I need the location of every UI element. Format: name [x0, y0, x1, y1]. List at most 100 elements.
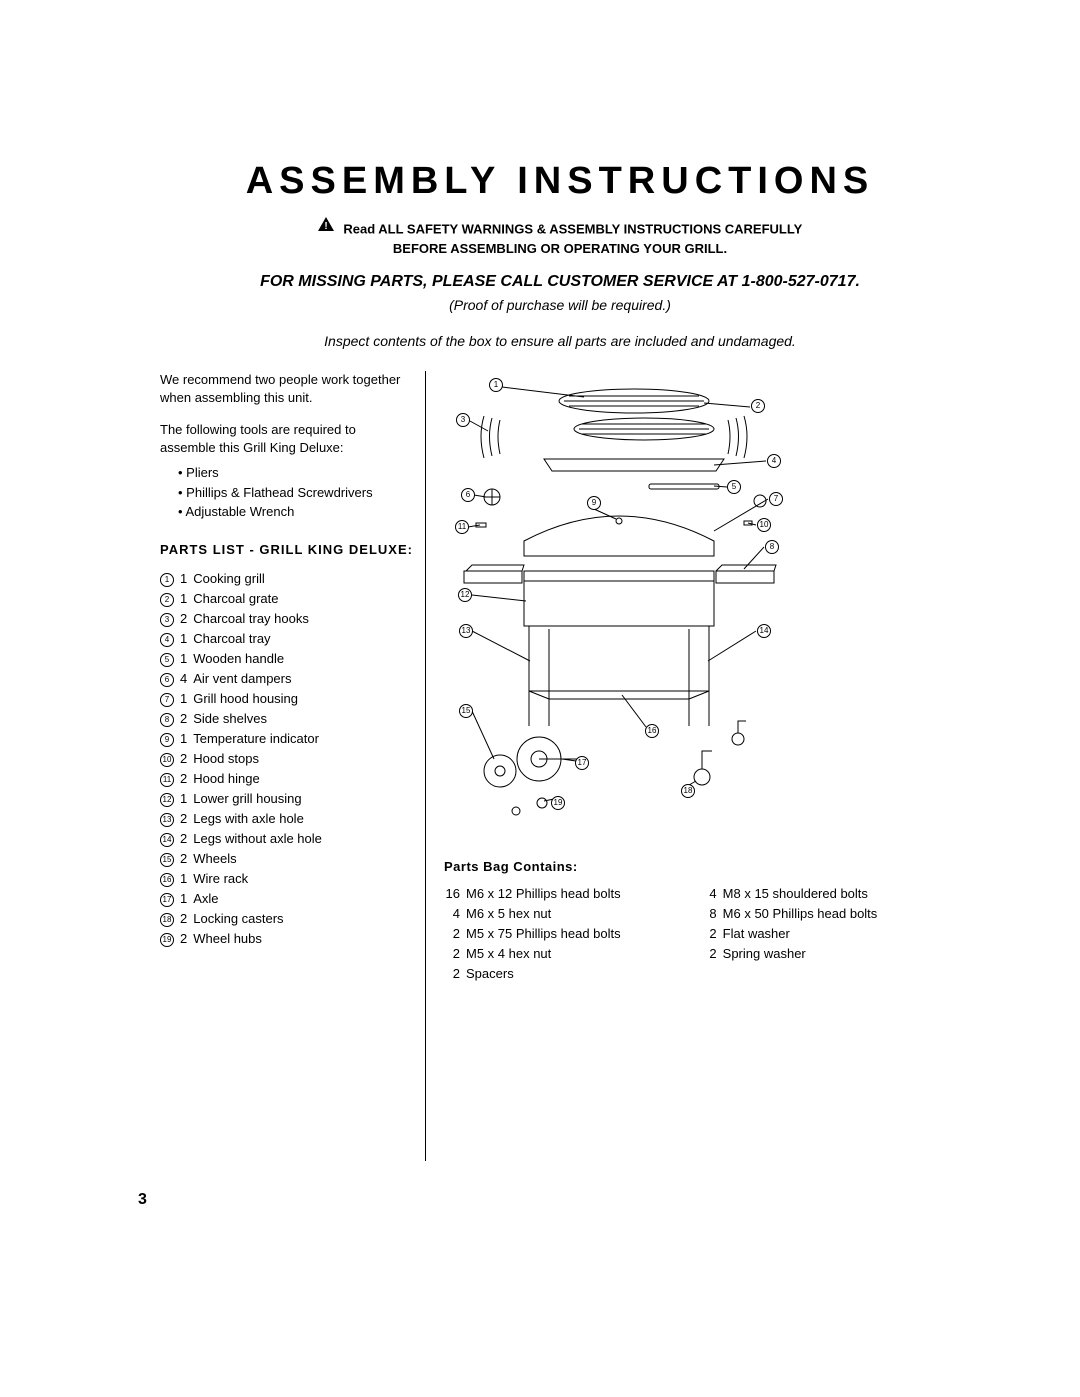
part-name: Grill hood housing [193, 689, 328, 709]
part-qty: 1 [180, 569, 193, 589]
parts-row: 112Hood hinge [160, 769, 328, 789]
left-column: We recommend two people work together wh… [160, 371, 425, 949]
bag-row: 4M8 x 15 shouldered bolts [701, 884, 878, 904]
parts-row: 15 2Wheels [160, 849, 328, 869]
part-number-badge: 6 [160, 673, 174, 687]
part-name: Legs with axle hole [193, 809, 328, 829]
part-qty: 2 [180, 849, 193, 869]
bag-row: 2Spring washer [701, 944, 878, 964]
diagram-callout: 18 [681, 784, 695, 798]
bag-qty: 2 [444, 944, 466, 964]
bag-row: 2Spacers [444, 964, 621, 984]
part-name: Air vent dampers [193, 669, 328, 689]
part-number-badge: 5 [160, 653, 174, 667]
part-name: Charcoal grate [193, 589, 328, 609]
bag-qty: 16 [444, 884, 466, 904]
parts-row: 32Charcoal tray hooks [160, 609, 328, 629]
svg-text:!: ! [324, 221, 327, 231]
part-number-badge: 8 [160, 713, 174, 727]
diagram-callout: 14 [757, 624, 771, 638]
parts-row: 64Air vent dampers [160, 669, 328, 689]
part-number-badge: 2 [160, 593, 174, 607]
part-name: Charcoal tray hooks [193, 609, 328, 629]
parts-row: 192Wheel hubs [160, 929, 328, 949]
part-qty: 2 [180, 749, 193, 769]
diagram-callout: 4 [767, 454, 781, 468]
diagram-callout: 16 [645, 724, 659, 738]
part-name: Hood hinge [193, 769, 328, 789]
parts-bag-section: Parts Bag Contains: 16M6 x 12 Phillips h… [444, 859, 960, 985]
part-name: Wooden handle [193, 649, 328, 669]
part-number-badge: 17 [160, 893, 174, 907]
warning-line-1: Read ALL SAFETY WARNINGS & ASSEMBLY INST… [343, 222, 802, 237]
missing-parts-notice: FOR MISSING PARTS, PLEASE CALL CUSTOMER … [160, 273, 960, 291]
proof-notice: (Proof of purchase will be required.) [160, 297, 960, 313]
bag-item-name: M5 x 75 Phillips head bolts [466, 924, 621, 944]
diagram-callout: 2 [751, 399, 765, 413]
diagram-callout: 17 [575, 756, 589, 770]
part-number-badge: 10 [160, 753, 174, 767]
bag-row: 16M6 x 12 Phillips head bolts [444, 884, 621, 904]
bag-item-name: Spring washer [723, 944, 806, 964]
bag-item-name: M8 x 15 shouldered bolts [723, 884, 868, 904]
parts-row: 171Axle [160, 889, 328, 909]
part-number-badge: 14 [160, 833, 174, 847]
bag-col-right: 4M8 x 15 shouldered bolts8M6 x 50 Philli… [701, 884, 878, 985]
warning-icon: ! [318, 217, 334, 237]
parts-row: 161Wire rack [160, 869, 328, 889]
parts-row: 82Side shelves [160, 709, 328, 729]
page-title: ASSEMBLY INSTRUCTIONS [160, 160, 960, 203]
tool-list: PliersPhillips & Flathead ScrewdriversAd… [160, 463, 413, 522]
parts-row: 11Cooking grill [160, 569, 328, 589]
tools-intro: The following tools are required to asse… [160, 421, 413, 457]
parts-bag-heading: Parts Bag Contains: [444, 859, 960, 874]
parts-row: 121Lower grill housing [160, 789, 328, 809]
part-number-badge: 4 [160, 633, 174, 647]
bag-row: 2M5 x 4 hex nut [444, 944, 621, 964]
inspect-notice: Inspect contents of the box to ensure al… [160, 333, 960, 349]
part-number-badge: 12 [160, 793, 174, 807]
part-qty: 2 [180, 769, 193, 789]
part-name: Side shelves [193, 709, 328, 729]
part-qty: 1 [180, 629, 193, 649]
tool-item: Phillips & Flathead Screwdrivers [178, 483, 413, 503]
parts-row: 21Charcoal grate [160, 589, 328, 609]
warning-line-2: BEFORE ASSEMBLING OR OPERATING YOUR GRIL… [160, 239, 960, 259]
part-qty: 2 [180, 809, 193, 829]
part-number-badge: 1 [160, 573, 174, 587]
diagram-callout: 13 [459, 624, 473, 638]
diagram-callout: 12 [458, 588, 472, 602]
parts-row: 102Hood stops [160, 749, 328, 769]
right-column: 12345678910111213141516171819 Parts Bag … [426, 371, 960, 985]
diagram-callout: 5 [727, 480, 741, 494]
tool-item: Pliers [178, 463, 413, 483]
parts-row: 71Grill hood housing [160, 689, 328, 709]
part-qty: 2 [180, 609, 193, 629]
diagram-callout: 6 [461, 488, 475, 502]
exploded-diagram: 12345678910111213141516171819 [444, 371, 794, 831]
part-name: Wheels [193, 849, 328, 869]
part-name: Legs without axle hole [193, 829, 328, 849]
part-number-badge: 19 [160, 933, 174, 947]
bag-col-left: 16M6 x 12 Phillips head bolts4M6 x 5 hex… [444, 884, 621, 985]
part-number-badge: 18 [160, 913, 174, 927]
diagram-callout: 8 [765, 540, 779, 554]
bag-item-name: M6 x 50 Phillips head bolts [723, 904, 878, 924]
diagram-callout: 11 [455, 520, 469, 534]
bag-row: 2Flat washer [701, 924, 878, 944]
part-qty: 1 [180, 589, 193, 609]
part-qty: 1 [180, 729, 193, 749]
page-number: 3 [138, 1191, 147, 1209]
parts-table: 11Cooking grill21Charcoal grate32Charcoa… [160, 569, 328, 949]
part-number-badge: 15 [160, 853, 174, 867]
bag-item-name: Flat washer [723, 924, 790, 944]
part-qty: 1 [180, 889, 193, 909]
bag-item-name: Spacers [466, 964, 514, 984]
diagram-callout: 7 [769, 492, 783, 506]
warning-block: ! Read ALL SAFETY WARNINGS & ASSEMBLY IN… [160, 217, 960, 259]
part-qty: 2 [180, 709, 193, 729]
diagram-callout: 15 [459, 704, 473, 718]
parts-row: 182Locking casters [160, 909, 328, 929]
bag-row: 8M6 x 50 Phillips head bolts [701, 904, 878, 924]
part-number-badge: 3 [160, 613, 174, 627]
